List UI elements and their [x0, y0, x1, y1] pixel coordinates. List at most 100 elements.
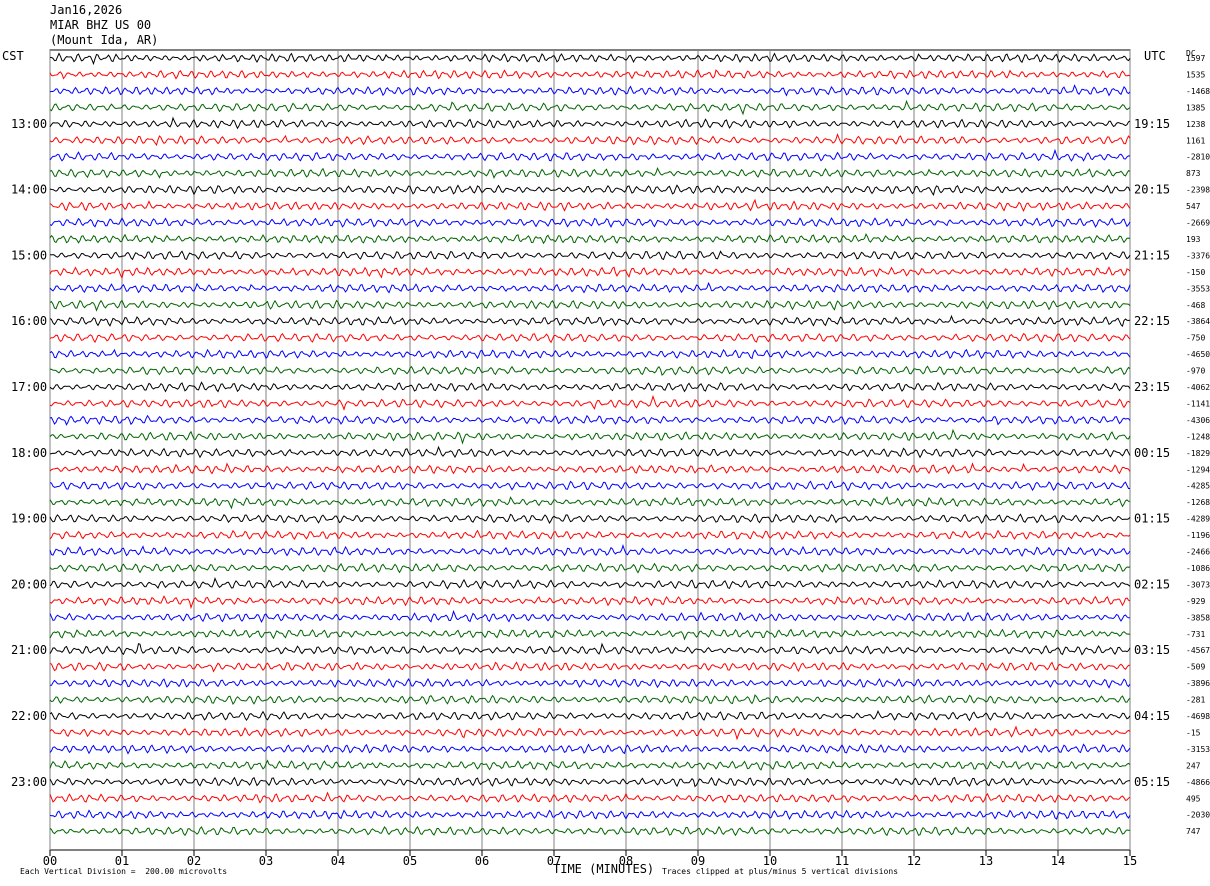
- trace-line: [49, 445, 1131, 459]
- trace-line: [49, 299, 1131, 312]
- trace-line: [49, 709, 1131, 722]
- dc-offset-label: -281: [1186, 696, 1205, 705]
- dc-offset-label: 495: [1186, 794, 1201, 803]
- trace-line: [49, 791, 1131, 804]
- dc-offset-label: -1196: [1186, 531, 1210, 540]
- dc-offset-label: -3553: [1186, 284, 1210, 293]
- trace-line: [49, 69, 1131, 80]
- x-tick-label: 14: [1051, 854, 1065, 868]
- dc-offset-label: 747: [1186, 827, 1201, 836]
- dc-offset-label: -4866: [1186, 778, 1210, 787]
- trace-line: [49, 759, 1131, 771]
- trace-line: [49, 562, 1131, 574]
- cst-hour-label: 16:00: [11, 314, 47, 328]
- trace-line: [49, 661, 1131, 673]
- trace-line: [49, 281, 1131, 294]
- dc-offset-label: -1086: [1186, 564, 1210, 573]
- dc-offset-label: -2398: [1186, 186, 1210, 195]
- trace-line: [49, 825, 1131, 837]
- trace-line: [49, 776, 1130, 788]
- trace-line: [49, 166, 1131, 179]
- utc-hour-label: 19:15: [1134, 117, 1170, 131]
- header-date: Jan16,2026: [50, 3, 123, 17]
- x-tick-label: 09: [691, 854, 705, 868]
- x-tick-label: 10: [763, 854, 777, 868]
- dc-offset-label: 1535: [1186, 70, 1205, 79]
- trace-line: [49, 314, 1131, 328]
- trace-line: [49, 99, 1131, 116]
- trace-line: [49, 394, 1131, 411]
- trace-line: [49, 577, 1131, 590]
- dc-offset-label: -750: [1186, 334, 1205, 343]
- trace-line: [49, 543, 1131, 557]
- dc-offset-label: 1385: [1186, 103, 1205, 112]
- cst-hour-label: 19:00: [11, 512, 47, 526]
- x-tick-label: 11: [835, 854, 849, 868]
- utc-hour-label: 05:15: [1134, 775, 1170, 789]
- left-timezone-label: CST: [2, 49, 24, 63]
- x-axis-label: TIME (MINUTES): [553, 862, 655, 876]
- utc-hour-label: 21:15: [1134, 248, 1170, 262]
- trace-line: [49, 365, 1131, 376]
- cst-hour-label: 17:00: [11, 380, 47, 394]
- dc-offset-label: -2030: [1186, 811, 1210, 820]
- trace-line: [49, 332, 1131, 344]
- x-tick-label: 00: [43, 854, 57, 868]
- trace-line: [49, 133, 1131, 147]
- trace-line: [49, 595, 1131, 610]
- dc-offset-label: -929: [1186, 597, 1205, 606]
- x-tick-label: 12: [907, 854, 921, 868]
- scale-note: Each Vertical Division = 200.00 microvol…: [20, 867, 228, 876]
- dc-offset-label: -4650: [1186, 350, 1210, 359]
- x-tick-label: 02: [187, 854, 201, 868]
- clip-note: Traces clipped at plus/minus 5 vertical …: [662, 867, 899, 876]
- trace-line: [49, 628, 1131, 641]
- trace-line: [49, 743, 1131, 755]
- dc-offset-label: -3073: [1186, 580, 1210, 589]
- header-location: (Mount Ida, AR): [50, 33, 159, 47]
- dc-offset-label: -4698: [1186, 712, 1210, 721]
- utc-hour-label: 04:15: [1134, 709, 1170, 723]
- x-tick-label: 03: [259, 854, 273, 868]
- x-tick-label: 15: [1123, 854, 1137, 868]
- trace-line: [49, 148, 1131, 162]
- utc-hour-label: 20:15: [1134, 183, 1170, 197]
- dc-offset-label: -509: [1186, 663, 1205, 672]
- cst-hour-label: 13:00: [11, 117, 47, 131]
- x-tick-label: 05: [403, 854, 417, 868]
- x-tick-label: 01: [115, 854, 129, 868]
- trace-line: [49, 84, 1131, 97]
- utc-hour-label: 22:15: [1134, 314, 1170, 328]
- trace-line: [49, 266, 1131, 280]
- header-station: MIAR BHZ US 00: [50, 18, 152, 32]
- trace-line: [49, 184, 1131, 196]
- trace-line: [49, 414, 1131, 426]
- dc-offset-label: -4306: [1186, 416, 1210, 425]
- trace-line: [49, 529, 1131, 541]
- dc-offset-label: -4062: [1186, 383, 1210, 392]
- trace-line: [49, 198, 1131, 212]
- x-tick-label: 13: [979, 854, 993, 868]
- dc-offset-label: -4289: [1186, 515, 1210, 524]
- x-tick-label: 04: [331, 854, 345, 868]
- dc-offset-label: -3376: [1186, 251, 1210, 260]
- trace-line: [49, 462, 1131, 475]
- trace-line: [49, 250, 1131, 261]
- trace-line: [49, 513, 1131, 525]
- trace-line: [50, 678, 1131, 689]
- dc-offset-label: -15: [1186, 728, 1201, 737]
- dc-offset-label: -150: [1186, 268, 1205, 277]
- dc-offset-label: 193: [1186, 235, 1201, 244]
- utc-hour-label: 01:15: [1134, 512, 1170, 526]
- dc-offset-label: -1248: [1186, 432, 1210, 441]
- trace-line: [49, 233, 1131, 245]
- utc-hour-label: 23:15: [1134, 380, 1170, 394]
- cst-hour-label: 14:00: [11, 183, 47, 197]
- trace-line: [49, 480, 1130, 492]
- dc-offset-label: 247: [1186, 761, 1201, 770]
- x-tick-label: 07: [547, 854, 561, 868]
- dc-offset-label: 1161: [1186, 136, 1205, 145]
- dc-offset-label: -1141: [1186, 399, 1210, 408]
- dc-offset-label: -1294: [1186, 465, 1210, 474]
